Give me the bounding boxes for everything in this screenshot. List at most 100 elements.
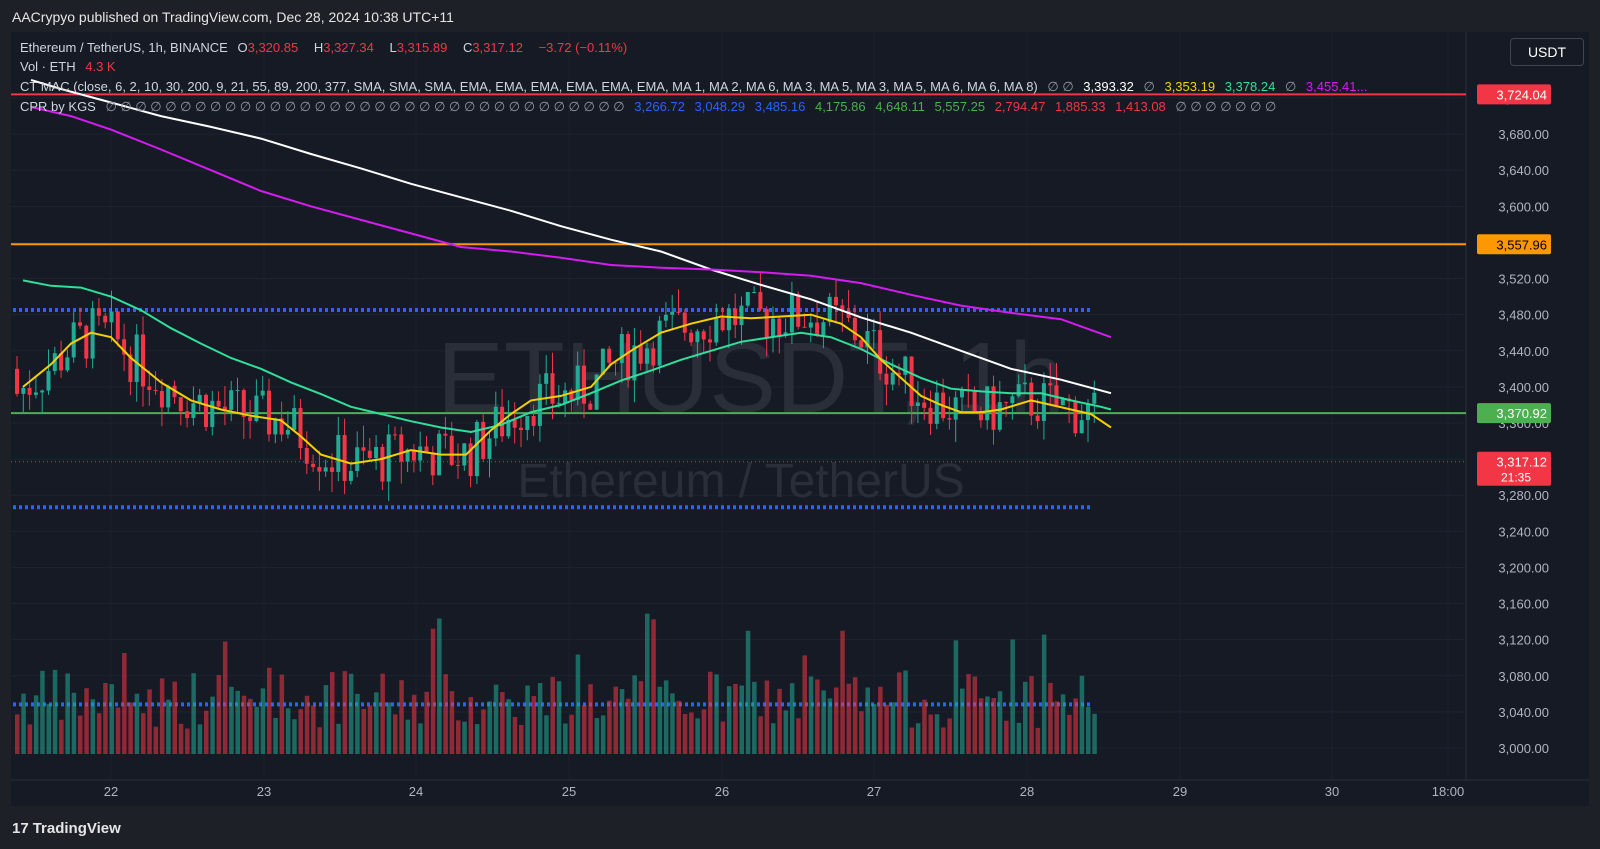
volume-bar <box>720 721 726 754</box>
candle-body <box>84 325 89 359</box>
candle-body <box>493 406 498 439</box>
candle-body <box>109 311 114 323</box>
volume-bar <box>544 715 549 754</box>
volume-bar <box>393 714 398 754</box>
candle-body <box>128 354 133 383</box>
candle-body <box>487 438 492 459</box>
volume-bar <box>752 681 757 754</box>
volume-bar <box>531 696 537 754</box>
volume-bar <box>771 723 776 754</box>
open-label: O <box>237 40 248 55</box>
x-tick-label: 18:00 <box>1432 784 1465 799</box>
candle-body <box>607 348 612 363</box>
volume-bar <box>550 676 555 754</box>
candle-body <box>745 292 750 306</box>
candle-body <box>840 305 845 311</box>
volume-bar <box>512 716 518 754</box>
x-tick-label: 23 <box>257 784 271 799</box>
candle-body <box>449 435 454 465</box>
x-tick-label: 24 <box>409 784 423 799</box>
candle-body <box>260 390 265 396</box>
volume-bar <box>122 652 127 754</box>
volume-bar <box>90 699 96 754</box>
candle-body <box>544 373 549 384</box>
cpr-value-b2: 3,048.29 <box>694 99 746 114</box>
candle-body <box>1016 384 1021 397</box>
x-tick-label: 22 <box>104 784 118 799</box>
volume-bar <box>764 680 770 754</box>
candle-body <box>689 332 694 343</box>
candle-body <box>197 394 202 404</box>
candle-body <box>600 348 605 375</box>
candle-body <box>115 311 120 340</box>
symbol-name[interactable]: Ethereum / TetherUS, 1h, BINANCE <box>20 40 228 55</box>
ctmac-name[interactable]: CT MAC (close, 6, 2, 10, 30, 200, 9, 21,… <box>20 79 1038 94</box>
volume-bar <box>474 724 480 754</box>
volume-bar <box>21 693 26 754</box>
candle-body <box>380 446 385 482</box>
volume-bar <box>405 719 411 754</box>
candle-body <box>122 339 127 355</box>
candle-body <box>815 322 820 336</box>
candle-body <box>1010 396 1015 404</box>
volume-bar <box>645 613 650 754</box>
volume-bar <box>878 686 883 754</box>
volume-bar <box>317 727 322 754</box>
volume-bar <box>966 674 971 754</box>
volume-bar <box>355 693 360 754</box>
volume-bar <box>796 718 801 754</box>
volume-bar <box>468 697 474 754</box>
main-legend: Ethereum / TetherUS, 1h, BINANCE O3,320.… <box>20 40 633 55</box>
candle-body <box>191 403 196 419</box>
volume-bar <box>600 715 606 754</box>
tradingview-logo-icon: 17 <box>12 820 29 837</box>
candle-body <box>185 411 190 419</box>
volume-bar <box>632 675 637 754</box>
candle-body <box>556 402 561 404</box>
volume-bar <box>456 720 461 754</box>
volume-bar <box>1035 727 1041 754</box>
candle-body <box>481 421 486 459</box>
y-tick-label: 3,280.00 <box>1498 488 1549 503</box>
price-chart[interactable]: ETHUSDT, 1h Ethereum / TetherUS 3,000.00… <box>11 32 1589 806</box>
volume-bar <box>115 707 121 754</box>
candle-body <box>796 294 801 327</box>
candle-body <box>903 356 908 375</box>
candle-body <box>878 330 883 374</box>
x-tick-label: 28 <box>1020 784 1034 799</box>
currency-button[interactable]: USDT <box>1510 38 1584 66</box>
volume-bar <box>15 714 20 754</box>
candle-body <box>273 418 278 435</box>
volume-bar <box>147 689 152 754</box>
candle-body <box>178 397 183 412</box>
candle-body <box>134 334 139 383</box>
candle-body <box>569 390 574 400</box>
volume-bar <box>808 676 814 754</box>
candle-body <box>827 296 832 323</box>
volume-bar <box>884 704 889 754</box>
tradingview-logo[interactable]: 17 TradingView <box>12 820 121 837</box>
chart-area[interactable]: ETHUSDT, 1h Ethereum / TetherUS 3,000.00… <box>11 32 1589 806</box>
volume-bar <box>582 705 587 754</box>
candle-body <box>348 470 353 481</box>
cpr-name[interactable]: CPR by KGS <box>20 99 96 114</box>
candle-body <box>474 421 479 477</box>
volume-bar <box>802 655 807 754</box>
volume-bar <box>46 703 51 754</box>
candle-body <box>468 443 473 477</box>
ctmac-value-4: 3,455.41... <box>1305 79 1368 94</box>
y-tick-label: 3,640.00 <box>1498 163 1549 178</box>
candle-body <box>582 365 586 404</box>
volume-bar <box>588 684 593 754</box>
candle-body <box>1023 382 1027 385</box>
candle-body <box>676 311 681 313</box>
price-label-text: 3,370.92 <box>1496 406 1547 421</box>
candle-body <box>594 374 599 410</box>
volume-bar <box>311 705 316 754</box>
y-tick-label: 3,240.00 <box>1498 524 1549 539</box>
candle-body <box>1086 403 1090 421</box>
volume-name[interactable]: Vol · ETH <box>20 59 76 74</box>
volume-bar <box>185 728 190 754</box>
change-value: −3.72 (−0.11%) <box>538 40 628 55</box>
x-tick-label: 26 <box>715 784 729 799</box>
